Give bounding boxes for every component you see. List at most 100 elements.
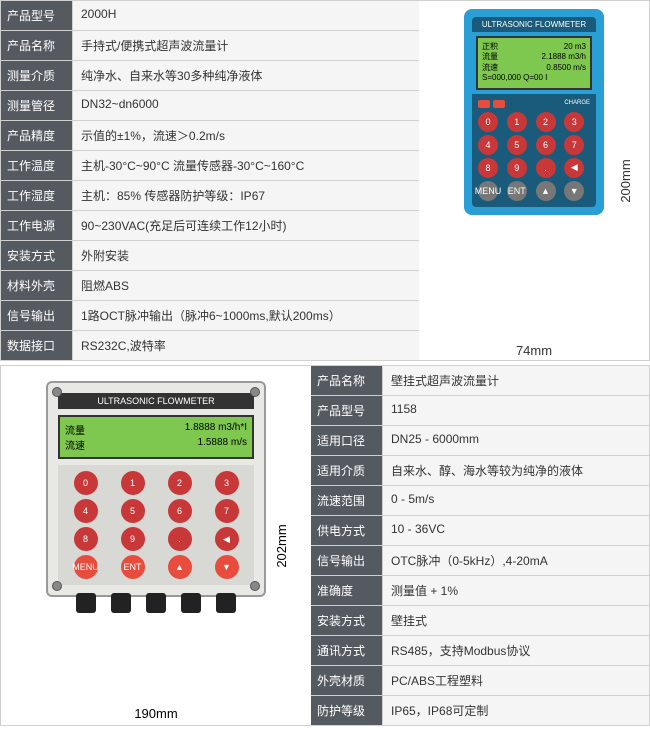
keypad-key: ENT bbox=[507, 181, 527, 201]
spec-value: 2000H bbox=[73, 1, 419, 30]
spec-value: 外附安装 bbox=[73, 241, 419, 270]
spec-value: DN32~dn6000 bbox=[73, 91, 419, 120]
keypad-key: MENU bbox=[478, 181, 498, 201]
spec-row: 安装方式外附安装 bbox=[1, 241, 419, 271]
top-section: 产品型号2000H产品名称手持式/便携式超声波流量计测量介质纯净水、自来水等30… bbox=[0, 0, 650, 361]
spec-row: 信号输出OTC脉冲（0-5kHz）,4-20mA bbox=[311, 546, 649, 576]
spec-value: 阻燃ABS bbox=[73, 271, 419, 300]
connector-icon bbox=[76, 593, 96, 613]
keypad-key: MENU bbox=[74, 555, 98, 579]
infographic-container: 产品型号2000H产品名称手持式/便携式超声波流量计测量介质纯净水、自来水等30… bbox=[0, 0, 650, 726]
keypad-key: ◀ bbox=[564, 158, 584, 178]
screw-icon bbox=[250, 387, 260, 397]
keypad-key: . bbox=[168, 527, 192, 551]
spec-value: RS485，支持Modbus协议 bbox=[383, 636, 649, 665]
connector-icon bbox=[111, 593, 131, 613]
spec-row: 产品型号2000H bbox=[1, 1, 419, 31]
spec-value: 纯净水、自来水等30多种纯净液体 bbox=[73, 61, 419, 90]
spec-row: 测量管径DN32~dn6000 bbox=[1, 91, 419, 121]
spec-label: 流速范围 bbox=[311, 486, 383, 515]
spec-label: 工作电源 bbox=[1, 211, 73, 240]
keypad-key: ▲ bbox=[168, 555, 192, 579]
spec-label: 信号输出 bbox=[1, 301, 73, 330]
spec-label: 产品名称 bbox=[1, 31, 73, 60]
spec-label: 安装方式 bbox=[1, 241, 73, 270]
spec-row: 产品名称手持式/便携式超声波流量计 bbox=[1, 31, 419, 61]
spec-label: 数据接口 bbox=[1, 331, 73, 360]
handheld-device-area: ULTRASONIC FLOWMETER 正积20 m3 流量2.1888 m3… bbox=[419, 1, 649, 360]
handheld-title: ULTRASONIC FLOWMETER bbox=[472, 17, 596, 32]
spec-value: PC/ABS工程塑料 bbox=[383, 666, 649, 695]
spec-label: 产品型号 bbox=[311, 396, 383, 425]
spec-label: 材料外壳 bbox=[1, 271, 73, 300]
keypad-key: . bbox=[536, 158, 556, 178]
keypad-key: ENT bbox=[121, 555, 145, 579]
keypad-key: 7 bbox=[564, 135, 584, 155]
spec-label: 通讯方式 bbox=[311, 636, 383, 665]
connector-icon bbox=[216, 593, 236, 613]
spec-row: 数据接口RS232C,波特率 bbox=[1, 331, 419, 360]
spec-value: 测量值 + 1% bbox=[383, 576, 649, 605]
handheld-keypad: 0123456789.◀MENUENT▲▼ bbox=[478, 112, 590, 201]
keypad-key: 4 bbox=[478, 135, 498, 155]
wall-title: ULTRASONIC FLOWMETER bbox=[58, 393, 254, 409]
wall-device-area: ULTRASONIC FLOWMETER 流量1.8888 m3/h*I 流速1… bbox=[1, 366, 311, 725]
wall-device: ULTRASONIC FLOWMETER 流量1.8888 m3/h*I 流速1… bbox=[46, 381, 266, 597]
spec-label: 产品精度 bbox=[1, 121, 73, 150]
spec-row: 工作电源90~230VAC(充足后可连续工作12小时) bbox=[1, 211, 419, 241]
keypad-key: 2 bbox=[168, 471, 192, 495]
keypad-key: 5 bbox=[507, 135, 527, 155]
screw-icon bbox=[52, 387, 62, 397]
wall-lcd: 流量1.8888 m3/h*I 流速1.5888 m/s bbox=[58, 415, 254, 459]
keypad-key: 8 bbox=[478, 158, 498, 178]
handheld-device: ULTRASONIC FLOWMETER 正积20 m3 流量2.1888 m3… bbox=[464, 9, 604, 215]
connector-icon bbox=[181, 593, 201, 613]
spec-row: 工作温度主机-30°C~90°C 流量传感器-30°C~160°C bbox=[1, 151, 419, 181]
spec-row: 安装方式壁挂式 bbox=[311, 606, 649, 636]
spec-row: 测量介质纯净水、自来水等30多种纯净液体 bbox=[1, 61, 419, 91]
spec-label: 防护等级 bbox=[311, 696, 383, 725]
bottom-section: ULTRASONIC FLOWMETER 流量1.8888 m3/h*I 流速1… bbox=[0, 365, 650, 726]
wall-keypad: 0123456789.◀MENUENT▲▼ bbox=[58, 465, 254, 585]
spec-label: 产品名称 bbox=[311, 366, 383, 395]
keypad-key: ▲ bbox=[536, 181, 556, 201]
spec-label: 测量介质 bbox=[1, 61, 73, 90]
handheld-width-label: 74mm bbox=[516, 343, 552, 358]
spec-value: RS232C,波特率 bbox=[73, 331, 419, 360]
spec-row: 适用口径DN25 - 6000mm bbox=[311, 426, 649, 456]
spec-value: IP65，IP68可定制 bbox=[383, 696, 649, 725]
spec-value: 壁挂式超声波流量计 bbox=[383, 366, 649, 395]
keypad-key: 9 bbox=[121, 527, 145, 551]
keypad-key: 9 bbox=[507, 158, 527, 178]
spec-label: 适用介质 bbox=[311, 456, 383, 485]
spec-row: 材料外壳阻燃ABS bbox=[1, 271, 419, 301]
keypad-key: 0 bbox=[74, 471, 98, 495]
spec-label: 安装方式 bbox=[311, 606, 383, 635]
spec-value: 1路OCT脉冲输出（脉冲6~1000ms,默认200ms） bbox=[73, 301, 419, 330]
keypad-key: 5 bbox=[121, 499, 145, 523]
keypad-key: 6 bbox=[168, 499, 192, 523]
keypad-key: 8 bbox=[74, 527, 98, 551]
keypad-key: ◀ bbox=[215, 527, 239, 551]
keypad-key: 3 bbox=[564, 112, 584, 132]
spec-label: 供电方式 bbox=[311, 516, 383, 545]
spec-label: 适用口径 bbox=[311, 426, 383, 455]
connectors bbox=[68, 593, 244, 613]
spec-label: 信号输出 bbox=[311, 546, 383, 575]
spec-row: 通讯方式RS485，支持Modbus协议 bbox=[311, 636, 649, 666]
keypad-key: 2 bbox=[536, 112, 556, 132]
keypad-key: 1 bbox=[507, 112, 527, 132]
screw-icon bbox=[52, 581, 62, 591]
spec-value: OTC脉冲（0-5kHz）,4-20mA bbox=[383, 546, 649, 575]
keypad-key: 1 bbox=[121, 471, 145, 495]
spec-row: 准确度测量值 + 1% bbox=[311, 576, 649, 606]
keypad-key: 0 bbox=[478, 112, 498, 132]
spec-row: 产品精度示值的±1%，流速＞0.2m/s bbox=[1, 121, 419, 151]
spec-row: 外壳材质PC/ABS工程塑料 bbox=[311, 666, 649, 696]
spec-row: 信号输出1路OCT脉冲输出（脉冲6~1000ms,默认200ms） bbox=[1, 301, 419, 331]
spec-label: 外壳材质 bbox=[311, 666, 383, 695]
charge-label: CHARGE bbox=[564, 100, 590, 108]
connector-icon bbox=[146, 593, 166, 613]
spec-value: 手持式/便携式超声波流量计 bbox=[73, 31, 419, 60]
handheld-lcd: 正积20 m3 流量2.1888 m3/h 流速0.8500 m/s S=000… bbox=[476, 36, 592, 90]
